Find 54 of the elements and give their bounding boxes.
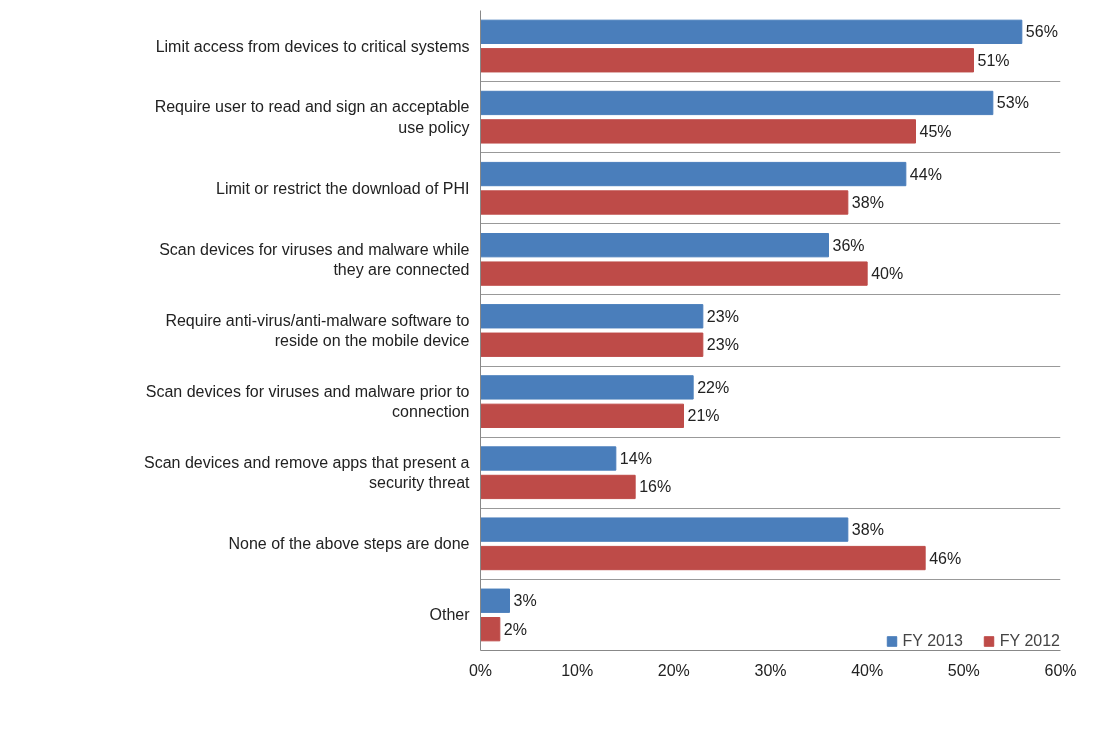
y-tick-label: Require anti-virus/anti-malware software to reside on the mobile device [165, 311, 470, 350]
bar [480, 261, 868, 286]
x-tick-label: 30% [754, 661, 787, 679]
bar [480, 446, 617, 471]
data-label: 21% [687, 407, 720, 425]
bar [480, 617, 501, 642]
bar [480, 403, 684, 428]
y-tick-label: Scan devices for viruses and malware while they are connected [159, 240, 470, 279]
data-label: 36% [832, 236, 865, 254]
x-tick-label: 40% [851, 661, 884, 679]
bar [480, 588, 510, 613]
bar [480, 190, 849, 215]
y-tick-label: None of the above steps are done [228, 535, 470, 553]
x-tick-label: 0% [468, 661, 493, 679]
y-tick-label: Require user to read and sign an acceptable use policy [154, 98, 470, 136]
bar [480, 517, 849, 542]
bar [480, 474, 636, 500]
data-label: 40% [871, 265, 904, 283]
bar [480, 545, 926, 571]
x-tick-label: 20% [657, 661, 690, 679]
data-label: 2% [503, 620, 527, 638]
y-tick-label: Scan devices for viruses and malware prior to connection [145, 382, 470, 421]
data-label: 51% [977, 51, 1010, 69]
data-label: 14% [619, 450, 652, 467]
data-label: 38% [851, 194, 884, 211]
data-label: 23% [706, 336, 739, 354]
data-label: 46% [929, 549, 962, 567]
bar [480, 375, 694, 400]
data-label: 22% [697, 378, 730, 396]
x-tick-label: 50% [947, 661, 980, 679]
bar [480, 161, 907, 187]
bar [480, 304, 704, 329]
x-tick-label: 60% [1044, 661, 1077, 679]
x-tick-label: 10% [561, 661, 594, 679]
data-label: 56% [1025, 23, 1058, 41]
bar [480, 233, 829, 258]
legend-label: FY 2012 [999, 632, 1060, 650]
data-label: 16% [639, 478, 672, 496]
data-label: 45% [919, 122, 952, 140]
bar [480, 119, 916, 144]
data-label: 23% [706, 307, 739, 325]
data-label: 38% [851, 521, 884, 539]
bar [480, 332, 704, 357]
bar [480, 48, 974, 73]
data-label: 53% [996, 94, 1029, 112]
y-tick-label: Other [429, 606, 471, 624]
bar [480, 90, 994, 116]
y-tick-label: Limit or restrict the download of PHI [216, 179, 470, 197]
data-label: 3% [513, 592, 537, 610]
data-label: 44% [909, 165, 942, 183]
legend-label: FY 2013 [902, 632, 963, 650]
y-tick-label: Limit access from devices to critical systems [155, 37, 470, 55]
bar [480, 19, 1023, 44]
y-tick-label: Scan devices and remove apps that present a security threat [143, 454, 471, 492]
